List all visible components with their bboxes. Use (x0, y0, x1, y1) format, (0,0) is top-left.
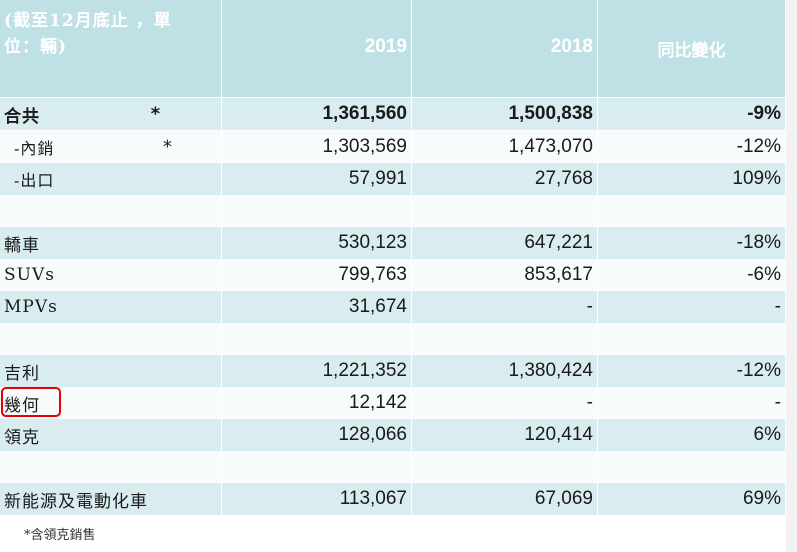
value-2018: 1,500,838 (412, 98, 597, 130)
value-2019 (222, 323, 411, 355)
table-row: -內銷 * 1,303,569 1,473,070 -12% (0, 131, 785, 163)
value-2018: 67,069 (412, 483, 597, 515)
table-row: 吉利 1,221,352 1,380,424 -12% (0, 355, 785, 387)
table-row: MPVs 31,674- - (0, 291, 785, 323)
value-2018 (412, 323, 597, 355)
row-label-text: -出口 (14, 171, 55, 190)
row-label: 轎車 (0, 227, 221, 259)
value-yoy-change: - (598, 291, 785, 323)
header-unit-line1: (截至12月底止 ，單 (4, 11, 172, 31)
footnote: *含領克銷售 (24, 528, 96, 543)
row-label: 領克 (0, 419, 221, 451)
row-label: 合共 * (0, 98, 221, 130)
table-row (0, 451, 785, 483)
value-2019: 31,674 (222, 291, 411, 323)
row-label-text: 領克 (4, 427, 40, 448)
value-2018: 27,768 (412, 163, 597, 195)
header-year-2019: 2019 (222, 0, 411, 97)
value-2019: 12,142 (222, 387, 411, 419)
value-2019 (222, 195, 411, 227)
asterisk-marker: * (162, 136, 174, 158)
header-yoy-change: 同比變化 (598, 0, 785, 97)
row-label-text: MPVs (4, 297, 58, 317)
value-2018: 853,617 (412, 259, 597, 291)
row-label (0, 451, 221, 483)
row-label-text: 幾何 (4, 395, 40, 416)
value-2018: - (412, 387, 597, 419)
scrollbar[interactable] (786, 0, 797, 552)
table-row: 新能源及電動化車 113,067 67,069 69% (0, 483, 785, 515)
table-row: 幾何 12,142- - (0, 387, 785, 419)
value-2019: 113,067 (222, 483, 411, 515)
value-2018: - (412, 291, 597, 323)
row-label (0, 323, 221, 355)
value-2019: 1,361,560 (222, 98, 411, 130)
value-2019: 128,066 (222, 419, 411, 451)
table-row: -出口 57,991 27,768 109% (0, 163, 785, 195)
value-2018 (412, 451, 597, 483)
row-label: 新能源及電動化車 (0, 483, 221, 515)
table-row: 合共 * 1,361,560 1,500,838 -9% (0, 98, 785, 130)
value-2019: 1,303,569 (222, 131, 411, 163)
value-yoy-change (598, 451, 785, 483)
row-label-text: -內銷 (14, 139, 55, 158)
value-yoy-change: -18% (598, 227, 785, 259)
value-yoy-change: - (598, 387, 785, 419)
value-2018: 1,380,424 (412, 355, 597, 387)
row-label-text: 吉利 (4, 363, 40, 384)
table-row: 領克 128,066 120,414 6% (0, 419, 785, 451)
row-label: 吉利 (0, 355, 221, 387)
row-label-text: 合共 (4, 106, 40, 127)
value-yoy-change (598, 195, 785, 227)
row-label: -內銷 * (0, 131, 221, 163)
value-2019: 1,221,352 (222, 355, 411, 387)
value-2019 (222, 451, 411, 483)
highlight-box (1, 387, 61, 417)
value-2018: 647,221 (412, 227, 597, 259)
row-label-text: 新能源及電動化車 (4, 491, 148, 512)
value-2018: 1,473,070 (412, 131, 597, 163)
header-unit-line2: 位：輛) (4, 37, 68, 57)
value-2019: 530,123 (222, 227, 411, 259)
asterisk-marker: * (150, 103, 162, 125)
header-unit-label: (截至12月底止 ，單 位：輛) (0, 0, 221, 97)
value-yoy-change (598, 323, 785, 355)
value-yoy-change: -6% (598, 259, 785, 291)
table-row (0, 195, 785, 227)
value-yoy-change: -9% (598, 98, 785, 130)
value-yoy-change: 109% (598, 163, 785, 195)
table-row (0, 323, 785, 355)
value-2018: 120,414 (412, 419, 597, 451)
row-label: SUVs (0, 259, 221, 291)
value-yoy-change: -12% (598, 131, 785, 163)
row-label-text: SUVs (4, 265, 55, 285)
table-row: SUVs 799,763 853,617 -6% (0, 259, 785, 291)
table-header: (截至12月底止 ，單 位：輛) 2019 2018 同比變化 (0, 0, 785, 97)
row-label (0, 195, 221, 227)
value-yoy-change: 69% (598, 483, 785, 515)
value-2019: 799,763 (222, 259, 411, 291)
value-2018 (412, 195, 597, 227)
value-yoy-change: 6% (598, 419, 785, 451)
row-label: 幾何 (0, 387, 221, 419)
row-label: MPVs (0, 291, 221, 323)
value-yoy-change: -12% (598, 355, 785, 387)
header-year-2018: 2018 (412, 0, 597, 97)
row-label-text: 轎車 (4, 235, 40, 256)
table-row: 轎車 530,123 647,221 -18% (0, 227, 785, 259)
value-2019: 57,991 (222, 163, 411, 195)
row-label: -出口 (0, 163, 221, 195)
